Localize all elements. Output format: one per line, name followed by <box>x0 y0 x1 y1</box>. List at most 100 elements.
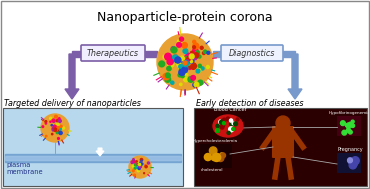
Circle shape <box>351 120 354 123</box>
Circle shape <box>181 63 187 69</box>
Circle shape <box>58 138 60 139</box>
Circle shape <box>52 127 55 130</box>
Circle shape <box>209 147 217 154</box>
Circle shape <box>53 128 56 131</box>
Circle shape <box>54 127 55 129</box>
Circle shape <box>229 119 233 122</box>
Circle shape <box>185 57 188 60</box>
Circle shape <box>222 122 225 125</box>
Circle shape <box>157 34 213 90</box>
Circle shape <box>53 127 56 130</box>
Circle shape <box>135 162 136 163</box>
Circle shape <box>194 82 199 87</box>
Circle shape <box>59 131 62 135</box>
Circle shape <box>340 121 345 125</box>
Circle shape <box>133 160 135 163</box>
Circle shape <box>182 67 188 72</box>
Circle shape <box>179 67 184 72</box>
FancyArrow shape <box>288 54 302 99</box>
Circle shape <box>138 163 141 166</box>
FancyBboxPatch shape <box>221 45 283 61</box>
FancyArrow shape <box>65 54 79 99</box>
Circle shape <box>163 55 167 59</box>
Circle shape <box>176 60 183 67</box>
Circle shape <box>145 165 146 166</box>
Circle shape <box>53 125 55 127</box>
Circle shape <box>188 66 191 69</box>
Circle shape <box>54 125 56 127</box>
Circle shape <box>60 125 62 127</box>
FancyBboxPatch shape <box>3 108 183 186</box>
Circle shape <box>129 156 151 178</box>
Circle shape <box>202 52 205 54</box>
Circle shape <box>159 61 165 67</box>
FancyBboxPatch shape <box>272 126 294 158</box>
Circle shape <box>60 129 61 130</box>
Circle shape <box>351 157 359 165</box>
Circle shape <box>212 156 216 161</box>
Circle shape <box>184 77 188 82</box>
Circle shape <box>134 167 136 169</box>
Circle shape <box>229 122 233 126</box>
Circle shape <box>186 53 189 56</box>
Circle shape <box>193 43 199 49</box>
Circle shape <box>53 120 55 122</box>
Circle shape <box>185 74 188 76</box>
Circle shape <box>198 64 201 67</box>
Circle shape <box>180 56 184 60</box>
Circle shape <box>55 128 57 130</box>
Circle shape <box>45 121 47 122</box>
Circle shape <box>217 155 224 162</box>
Text: Pregnancy: Pregnancy <box>337 147 363 152</box>
Circle shape <box>134 167 137 170</box>
Circle shape <box>198 55 201 58</box>
Circle shape <box>57 119 60 122</box>
Circle shape <box>138 167 140 170</box>
Circle shape <box>183 61 187 65</box>
Circle shape <box>227 131 230 134</box>
Circle shape <box>351 161 357 167</box>
Circle shape <box>135 164 137 166</box>
Ellipse shape <box>213 115 243 137</box>
FancyBboxPatch shape <box>81 45 145 61</box>
Circle shape <box>191 76 195 80</box>
Circle shape <box>172 55 179 62</box>
Circle shape <box>179 66 182 69</box>
Circle shape <box>144 173 145 174</box>
Text: Hypofibrinogenemia: Hypofibrinogenemia <box>329 111 370 115</box>
Circle shape <box>200 46 203 49</box>
Circle shape <box>204 153 212 161</box>
Circle shape <box>181 65 188 72</box>
Circle shape <box>134 174 135 176</box>
Circle shape <box>221 153 226 158</box>
Circle shape <box>136 161 137 162</box>
Circle shape <box>58 119 61 122</box>
Text: Early detection of diseases: Early detection of diseases <box>196 99 303 108</box>
FancyArrow shape <box>72 51 157 57</box>
Circle shape <box>349 130 352 134</box>
Circle shape <box>193 83 197 87</box>
Circle shape <box>133 159 134 160</box>
Circle shape <box>54 126 57 129</box>
Circle shape <box>184 71 186 74</box>
Circle shape <box>139 166 141 168</box>
Circle shape <box>183 61 187 65</box>
Circle shape <box>167 59 173 65</box>
Text: Nanoparticle-protein corona: Nanoparticle-protein corona <box>97 11 273 24</box>
Circle shape <box>183 62 188 67</box>
Circle shape <box>189 54 194 59</box>
Circle shape <box>212 153 221 161</box>
Circle shape <box>50 117 52 119</box>
Circle shape <box>349 161 357 169</box>
Circle shape <box>221 124 225 127</box>
Circle shape <box>187 57 191 61</box>
Circle shape <box>184 60 187 64</box>
Circle shape <box>206 66 209 69</box>
FancyBboxPatch shape <box>194 108 367 186</box>
Circle shape <box>223 118 225 121</box>
Circle shape <box>45 123 47 124</box>
Circle shape <box>56 123 59 126</box>
Circle shape <box>52 129 54 131</box>
Circle shape <box>165 77 171 82</box>
Circle shape <box>175 57 181 63</box>
